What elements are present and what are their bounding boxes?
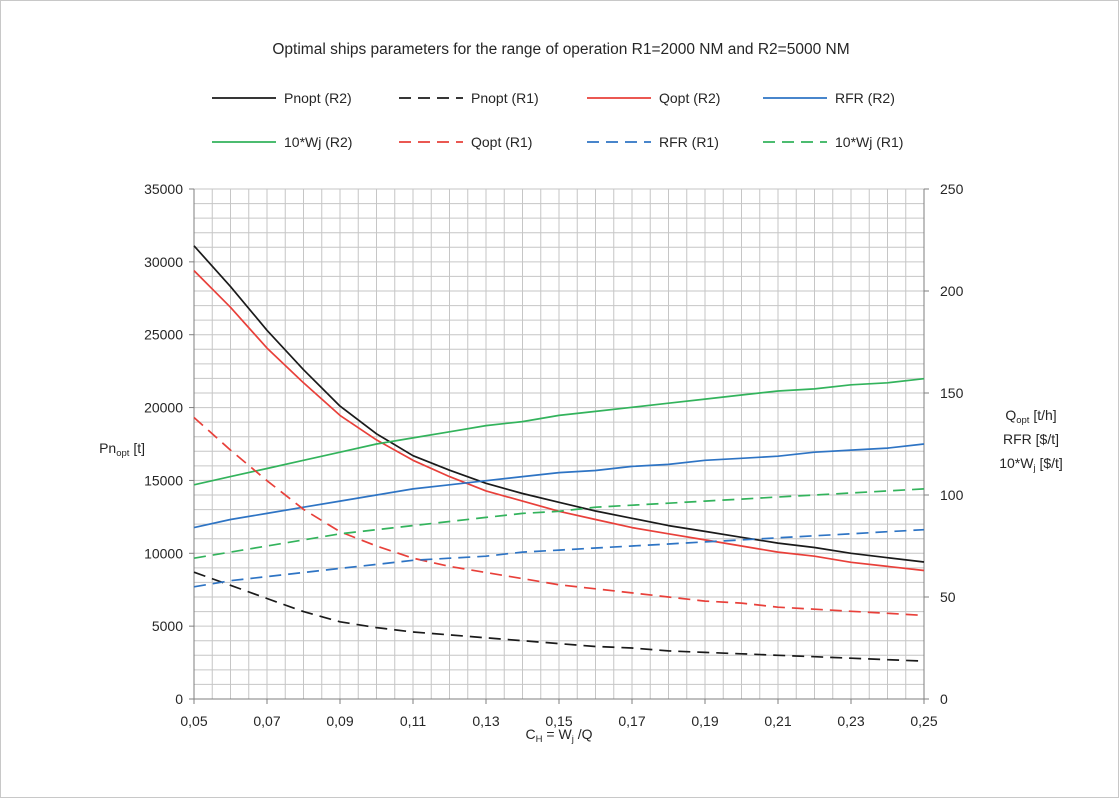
y-left-tick-label: 30000 bbox=[144, 254, 183, 270]
y-right-tick-label: 200 bbox=[940, 283, 964, 299]
x-tick-label: 0,19 bbox=[691, 713, 718, 729]
y-left-tick-label: 20000 bbox=[144, 400, 183, 416]
x-tick-label: 0,23 bbox=[837, 713, 864, 729]
x-tick-label: 0,09 bbox=[326, 713, 353, 729]
legend-label: RFR (R2) bbox=[835, 90, 895, 106]
legend-item: Pnopt (R1) bbox=[399, 90, 539, 106]
series-line bbox=[193, 245, 925, 563]
chart-title: Optimal ships parameters for the range o… bbox=[272, 41, 849, 58]
x-tick-label: 0,21 bbox=[764, 713, 791, 729]
series-line bbox=[193, 528, 925, 588]
legend-label: 10*Wj (R1) bbox=[835, 134, 903, 150]
legend-label: Qopt (R1) bbox=[471, 134, 532, 150]
x-tick-label: 0,17 bbox=[618, 713, 645, 729]
x-tick-label: 0,11 bbox=[400, 713, 426, 729]
series-line bbox=[193, 571, 925, 662]
x-tick-label: 0,15 bbox=[545, 713, 572, 729]
legend-label: 10*Wj (R2) bbox=[284, 134, 352, 150]
legend-item: Qopt (R1) bbox=[399, 134, 532, 150]
y-right-tick-label: 100 bbox=[940, 487, 964, 503]
series-line bbox=[193, 416, 925, 617]
legend-item: RFR (R1) bbox=[587, 134, 719, 150]
y-left-tick-label: 10000 bbox=[144, 545, 183, 561]
y-right-axis-title-line: RFR [$/t] bbox=[1003, 431, 1059, 447]
series-line bbox=[193, 488, 925, 560]
y-left-tick-label: 35000 bbox=[144, 181, 183, 197]
legend-label: RFR (R1) bbox=[659, 134, 719, 150]
x-axis-title: CH = Wj /Q bbox=[526, 726, 593, 745]
legend-label: Qopt (R2) bbox=[659, 90, 720, 106]
legend-item: 10*Wj (R2) bbox=[212, 134, 352, 150]
plot-grid bbox=[193, 188, 925, 700]
y-left-tick-label: 0 bbox=[175, 691, 183, 707]
y-right-tick-label: 0 bbox=[940, 691, 948, 707]
y-left-tick-label: 15000 bbox=[144, 472, 183, 488]
x-tick-label: 0,07 bbox=[253, 713, 280, 729]
y-right-axis-title-line: 10*Wj [$/t] bbox=[999, 455, 1063, 474]
y-right-tick-label: 250 bbox=[940, 181, 964, 197]
y-left-tick-label: 25000 bbox=[144, 327, 183, 343]
legend-item: 10*Wj (R1) bbox=[763, 134, 903, 150]
legend-item: Qopt (R2) bbox=[587, 90, 720, 106]
y-right-tick-label: 150 bbox=[940, 385, 964, 401]
series-group bbox=[193, 245, 925, 662]
legend-label: Pnopt (R2) bbox=[284, 90, 352, 106]
legend: Pnopt (R2) Pnopt (R1) Qopt (R2) RFR (R2) 10*… bbox=[212, 90, 903, 150]
x-tick-label: 0,05 bbox=[180, 713, 207, 729]
x-tick-label: 0,13 bbox=[472, 713, 499, 729]
y-right-axis-title-line: Qopt [t/h] bbox=[1005, 407, 1056, 426]
legend-label: Pnopt (R1) bbox=[471, 90, 539, 106]
series-line bbox=[193, 443, 925, 529]
legend-item: RFR (R2) bbox=[763, 90, 895, 106]
y-left-tick-label: 5000 bbox=[152, 618, 183, 634]
y-right-tick-label: 50 bbox=[940, 589, 956, 605]
legend-item: Pnopt (R2) bbox=[212, 90, 352, 106]
y-left-axis-title: Pnopt [t] bbox=[99, 440, 145, 459]
series-line bbox=[193, 377, 925, 486]
x-tick-label: 0,25 bbox=[910, 713, 937, 729]
axis-labels: 0,05 0,07 0,09 0,11 0,13 0,15 0,17 0,19 0,21 0,23… bbox=[99, 181, 1063, 745]
